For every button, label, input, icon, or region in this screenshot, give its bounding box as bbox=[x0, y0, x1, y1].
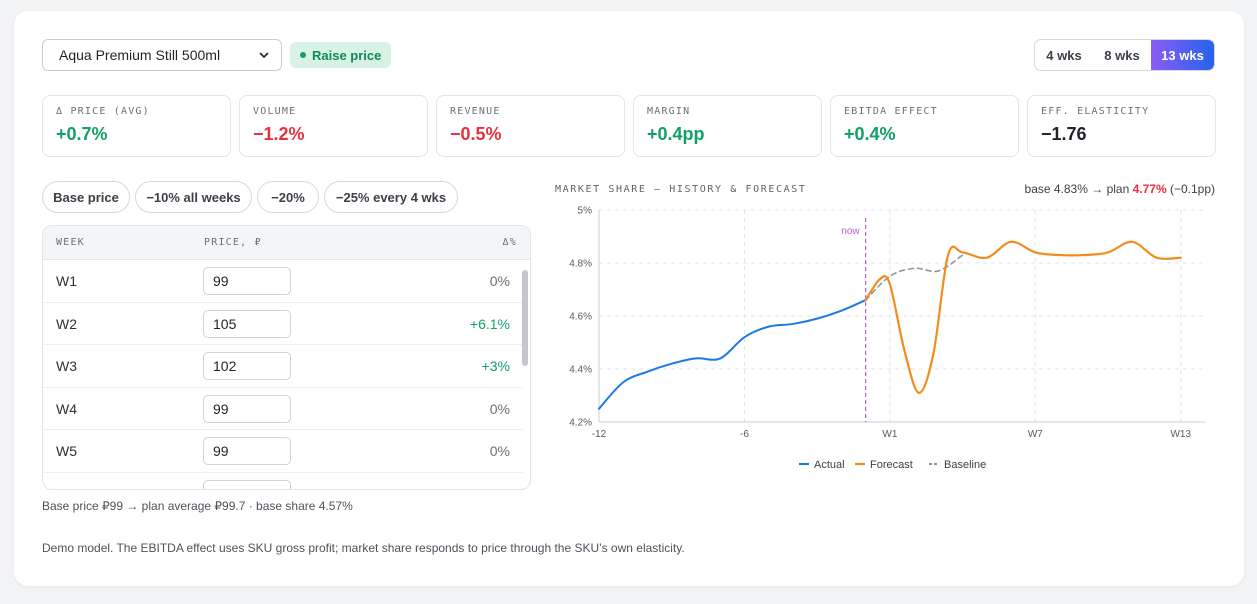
horizon-toggle: 4 wks 8 wks 13 wks bbox=[1034, 39, 1215, 71]
x-tick-label: W1 bbox=[882, 429, 897, 440]
x-tick-label: W13 bbox=[1170, 429, 1191, 440]
table-row: W1 0% bbox=[43, 260, 523, 303]
week-label: W5 bbox=[56, 443, 77, 459]
delta-value: 0% bbox=[489, 400, 510, 417]
chart-axes: 4.2% 4.4% 4.6% 4.8% 5% -12 -6 W1 W7 W13 now bbox=[569, 206, 1205, 440]
table-body[interactable]: W1 0% W2 +6.1% W3 +3% W4 0% W5 bbox=[43, 260, 523, 490]
column-header-price: PRICE, ₽ bbox=[204, 237, 262, 248]
now-label: now bbox=[841, 226, 860, 237]
delta-value: 0% bbox=[489, 443, 510, 459]
y-tick-label: 4.8% bbox=[569, 259, 592, 270]
kpi-label: Δ PRICE (AVG) bbox=[56, 106, 150, 117]
week-label: W3 bbox=[56, 358, 77, 374]
kpi-volume: VOLUME −1.2% bbox=[239, 95, 428, 157]
x-tick-label: -12 bbox=[592, 429, 607, 440]
sku-select[interactable]: Aqua Premium Still 500ml bbox=[42, 39, 282, 71]
kpi-label: MARGIN bbox=[647, 106, 691, 117]
kpi-label: EFF. ELASTICITY bbox=[1041, 106, 1150, 117]
scrollbar-thumb[interactable] bbox=[522, 270, 528, 366]
kpi-ebitda-effect: EBITDA EFFECT +0.4% bbox=[830, 95, 1019, 157]
kpi-label: EBITDA EFFECT bbox=[844, 106, 938, 117]
week-label: W1 bbox=[56, 273, 77, 289]
week-label: W4 bbox=[56, 400, 77, 417]
share-summary-suffix: (−0.1pp) bbox=[1166, 182, 1215, 196]
kpi-price-change: Δ PRICE (AVG) +0.7% bbox=[42, 95, 231, 157]
chart-grid bbox=[598, 209, 1205, 423]
chart-lines bbox=[598, 240, 1182, 410]
preset-minus-25-every-4-button[interactable]: −25% every 4 wks bbox=[324, 181, 458, 213]
kpi-value: +0.4% bbox=[844, 124, 896, 144]
legend-label-forecast: Forecast bbox=[870, 459, 913, 471]
kpi-margin: MARGIN +0.4pp bbox=[633, 95, 822, 157]
kpi-value: −1.76 bbox=[1041, 124, 1087, 144]
column-header-delta: Δ% bbox=[502, 237, 517, 248]
table-header: WEEK PRICE, ₽ Δ% bbox=[43, 226, 530, 260]
price-input[interactable] bbox=[203, 394, 291, 423]
share-summary-prefix: base 4.83% → plan bbox=[1024, 182, 1133, 196]
plan-share-value: 4.77% bbox=[1132, 182, 1167, 196]
status-dot-icon bbox=[300, 52, 306, 58]
preset-base-price-button[interactable]: Base price bbox=[42, 181, 130, 213]
kpi-label: VOLUME bbox=[253, 106, 297, 117]
y-tick-label: 4.4% bbox=[569, 365, 592, 376]
kpi-revenue: REVENUE −0.5% bbox=[436, 95, 625, 157]
chart-legend: Actual Forecast Baseline bbox=[799, 459, 986, 471]
model-note: Demo model. The EBITDA effect uses SKU g… bbox=[42, 541, 685, 555]
chart-title: MARKET SHARE — HISTORY & FORECAST bbox=[555, 184, 807, 195]
week-label: W6 bbox=[56, 486, 77, 490]
kpi-value: −1.2% bbox=[253, 124, 305, 144]
sku-select-value: Aqua Premium Still 500ml bbox=[59, 47, 221, 63]
table-row: W6 0% bbox=[43, 473, 523, 490]
price-input[interactable] bbox=[203, 267, 291, 295]
action-badge: Raise price bbox=[290, 42, 392, 68]
y-tick-label: 5% bbox=[578, 206, 593, 217]
table-row: W2 +6.1% bbox=[43, 303, 523, 345]
price-input[interactable] bbox=[203, 352, 291, 380]
x-tick-label: W7 bbox=[1028, 429, 1043, 440]
kpi-label: REVENUE bbox=[450, 106, 501, 117]
series-forecast-line bbox=[864, 240, 1182, 394]
market-share-chart: 4.2% 4.4% 4.6% 4.8% 5% -12 -6 W1 W7 W13 now Actual… bbox=[569, 206, 1205, 471]
table-row: W4 0% bbox=[43, 388, 523, 430]
horizon-option-13wks[interactable]: 13 wks bbox=[1151, 40, 1214, 70]
horizon-option-4wks[interactable]: 4 wks bbox=[1046, 47, 1082, 63]
action-badge-label: Raise price bbox=[312, 47, 382, 63]
chart-share-summary: base 4.83% → plan 4.77% (−0.1pp) bbox=[1025, 182, 1215, 196]
kpi-value: +0.4pp bbox=[647, 124, 705, 144]
scenario-card: Aqua Premium Still 500ml Raise price 4 w… bbox=[14, 11, 1244, 586]
chevron-down-icon bbox=[259, 52, 269, 59]
preset-minus-20-button[interactable]: −20% bbox=[257, 181, 319, 213]
price-input[interactable] bbox=[203, 437, 291, 465]
price-input[interactable] bbox=[203, 309, 291, 338]
price-table: WEEK PRICE, ₽ Δ% W1 0% W2 +6.1% W3 +3% W… bbox=[42, 225, 531, 490]
delta-value: +3% bbox=[481, 358, 510, 374]
y-tick-label: 4.2% bbox=[569, 418, 592, 429]
table-row: W5 0% bbox=[43, 430, 523, 473]
x-tick-label: -6 bbox=[740, 429, 749, 440]
kpi-value: −0.5% bbox=[450, 124, 502, 144]
week-label: W2 bbox=[56, 315, 77, 332]
table-row: W3 +3% bbox=[43, 345, 523, 388]
price-summary: Base price ₽99 → plan average ₽99.7 · ba… bbox=[42, 499, 353, 513]
legend-label-actual: Actual bbox=[814, 459, 845, 471]
delta-value: +6.1% bbox=[469, 315, 510, 332]
column-header-week: WEEK bbox=[56, 237, 85, 248]
series-actual-line bbox=[598, 299, 867, 410]
horizon-option-8wks[interactable]: 8 wks bbox=[1104, 47, 1140, 63]
legend-label-baseline: Baseline bbox=[944, 459, 986, 471]
y-tick-label: 4.6% bbox=[569, 312, 592, 323]
table-scrollbar[interactable] bbox=[522, 262, 528, 489]
preset-minus-10-button[interactable]: −10% all weeks bbox=[135, 181, 252, 213]
kpi-value: +0.7% bbox=[56, 124, 108, 144]
delta-value: 0% bbox=[489, 273, 510, 289]
price-input[interactable] bbox=[203, 479, 291, 489]
delta-value: 0% bbox=[490, 486, 510, 490]
kpi-elasticity: EFF. ELASTICITY −1.76 bbox=[1027, 95, 1216, 157]
